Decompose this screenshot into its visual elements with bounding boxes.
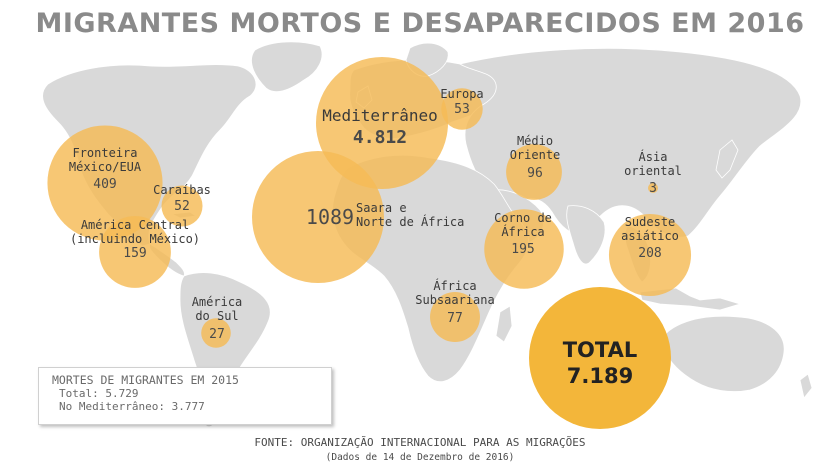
label-corno-africa: Corno de África (494, 211, 552, 239)
land-india (566, 205, 606, 265)
land-australia (662, 315, 785, 392)
bubble-europa (441, 88, 483, 130)
label-asia-oriental: Ásia oriental (624, 150, 682, 178)
label-fronteira-mexico-eua: Fronteira México/EUA (68, 146, 142, 174)
page-title: MIGRANTES MORTOS E DESAPARECIDOS EM 2016 (35, 8, 805, 39)
land-japan (715, 139, 739, 179)
total-value: 7.189 (566, 364, 634, 388)
value-mediterraneo: 4.812 (352, 127, 408, 148)
land-indonesia (639, 287, 742, 311)
value-europa: 53 (454, 102, 470, 117)
value-fronteira-mexico-eua: 409 (93, 177, 117, 192)
total-label: TOTAL (562, 338, 638, 362)
value-medio-oriente: 96 (527, 166, 543, 181)
land-new-zealand (799, 373, 813, 399)
label-sudeste-asiatico: Sudeste asiático (621, 215, 679, 243)
value-saara-norte-africa: 1089 (305, 205, 355, 229)
label-africa-subsaariana: África Subsaariana (415, 279, 495, 307)
label-america-central: América Central (incluindo México) (69, 218, 201, 246)
value-america-do-sul: 27 (209, 327, 225, 342)
bubble-caraibas (161, 185, 203, 227)
label-mediterraneo: Mediterrâneo (322, 106, 438, 125)
inset-mediterraneo: No Mediterrâneo: 3.777 (59, 400, 205, 413)
value-africa-subsaariana: 77 (447, 311, 463, 326)
label-caraibas: Caraíbas (153, 183, 211, 197)
bubble-corno-africa (484, 209, 564, 289)
bubble-america-do-sul (201, 318, 231, 348)
land-greenland (251, 41, 323, 93)
value-asia-oriental: 3 (649, 181, 657, 196)
bubble-africa-subsaariana (430, 292, 480, 342)
inset-box-2015: MORTES DE MIGRANTES EM 2015 Total: 5.729… (38, 367, 332, 425)
value-corno-africa: 195 (511, 242, 535, 257)
label-europa: Europa (440, 87, 484, 101)
bubble-asia-oriental (648, 183, 658, 193)
label-saara-norte-africa: Saara e Norte de África (356, 201, 465, 229)
inset-total: Total: 5.729 (59, 387, 139, 400)
source-line: FONTE: ORGANIZAÇÃO INTERNACIONAL PARA AS… (254, 436, 586, 449)
bubble-sudeste-asiatico (608, 213, 692, 297)
bubble-mediterraneo (316, 57, 448, 189)
value-caraibas: 52 (174, 199, 190, 214)
value-america-central: 159 (123, 246, 147, 261)
inset-heading: MORTES DE MIGRANTES EM 2015 (52, 373, 239, 387)
source-date: (Dados de 14 de Dezembro de 2016) (325, 452, 515, 463)
label-medio-oriente: Médio Oriente (509, 134, 561, 162)
bubble-medio-oriente (506, 144, 562, 200)
bubble-total (529, 287, 671, 429)
land-madagascar (495, 305, 513, 343)
label-america-do-sul: América do Sul (191, 295, 243, 323)
bubble-saara-norte-africa (252, 151, 384, 283)
bubble-fronteira-mexico-eua (47, 125, 163, 241)
value-sudeste-asiatico: 208 (638, 246, 662, 261)
bubble-america-central (99, 216, 171, 288)
